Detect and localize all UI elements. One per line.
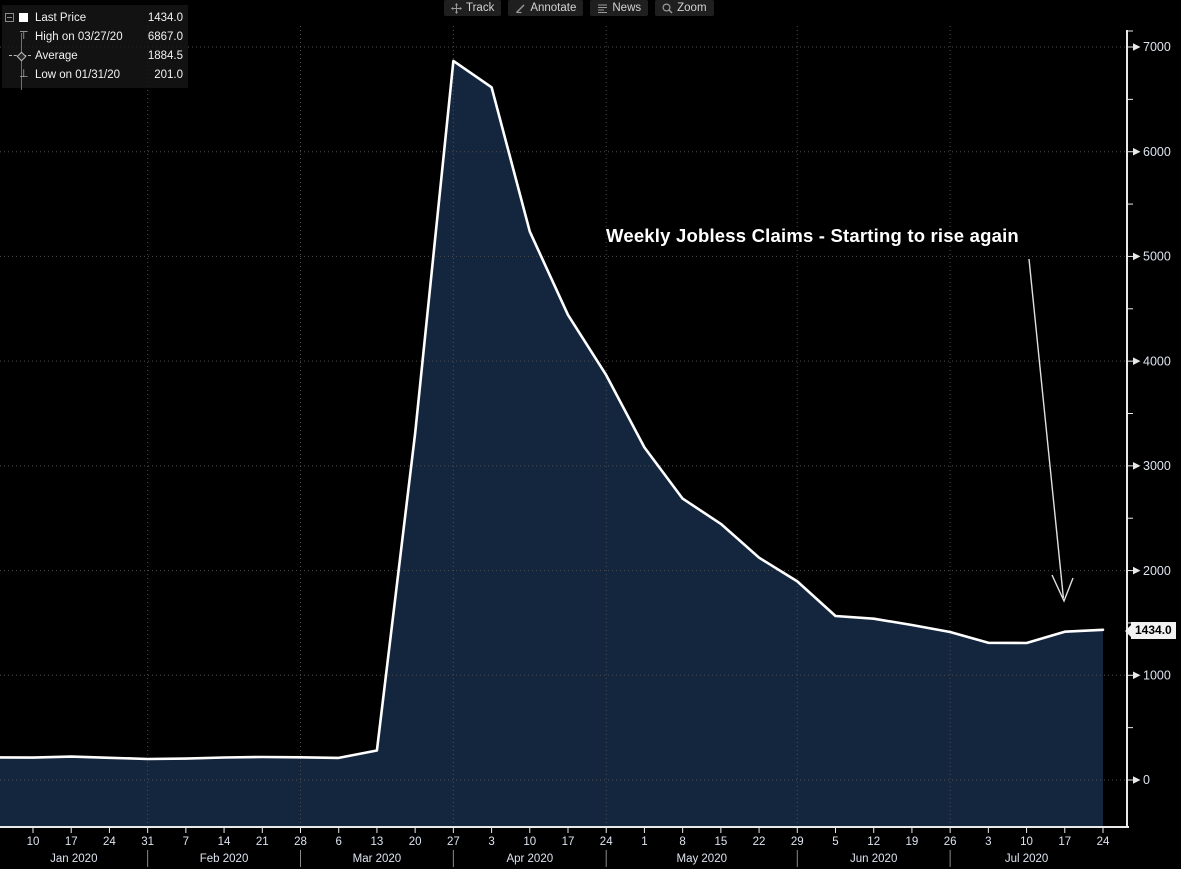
legend-collapse-icon[interactable] bbox=[5, 13, 14, 22]
legend-label: Low on 01/31/20 bbox=[35, 68, 121, 81]
x-axis-month-label: Apr 2020 bbox=[506, 853, 553, 865]
x-axis-month-label: Jun 2020 bbox=[850, 853, 897, 865]
area-fill bbox=[0, 60, 1103, 827]
annotation-arrowhead bbox=[1051, 574, 1074, 603]
last-price-tag-value: 1434.0 bbox=[1135, 623, 1172, 637]
low-marker-icon: ⊥ bbox=[19, 68, 29, 80]
y-axis-tick-arrow bbox=[1133, 252, 1141, 261]
y-axis-tick-arrow bbox=[1133, 147, 1141, 156]
track-crosshair-icon bbox=[451, 2, 462, 14]
chart-toolbar: Track Annotate News Zoom bbox=[444, 0, 714, 16]
x-axis-day-label: 29 bbox=[791, 836, 804, 848]
x-axis-day-label: 24 bbox=[1097, 836, 1110, 848]
x-axis-day-label: 24 bbox=[103, 836, 116, 848]
x-axis-month-label: Jan 2020 bbox=[50, 853, 97, 865]
zoom-button[interactable]: Zoom bbox=[655, 0, 714, 16]
y-axis-tick-arrow bbox=[1133, 776, 1141, 784]
x-axis-day-label: 15 bbox=[714, 836, 727, 848]
legend-label: High on 03/27/20 bbox=[35, 30, 123, 43]
y-axis-label: 7000 bbox=[1143, 40, 1171, 54]
x-axis-month-label: Jul 2020 bbox=[1005, 853, 1048, 865]
x-axis-day-label: 21 bbox=[256, 836, 269, 848]
y-axis-tick-arrow bbox=[1133, 671, 1141, 680]
news-lines-icon bbox=[597, 3, 608, 14]
annotate-pencil-icon bbox=[515, 3, 526, 14]
y-axis-label: 3000 bbox=[1143, 459, 1171, 473]
track-button[interactable]: Track bbox=[444, 0, 502, 16]
x-axis-day-label: 10 bbox=[27, 836, 40, 848]
y-axis-tick-arrow bbox=[1133, 462, 1141, 470]
legend-value: 6867.0 bbox=[147, 30, 183, 43]
chart-legend: Last Price 1434.0 ⊤ High on 03/27/20 686… bbox=[2, 5, 188, 90]
legend-label: Last Price bbox=[35, 11, 87, 24]
y-axis-label: 6000 bbox=[1143, 145, 1171, 159]
y-axis-label: 1000 bbox=[1143, 668, 1171, 682]
price-line bbox=[0, 59, 1105, 761]
x-axis-day-label: 6 bbox=[336, 836, 342, 848]
x-axis-day-label: 24 bbox=[600, 836, 613, 848]
high-low-range-bar bbox=[21, 33, 22, 90]
x-axis-day-label: 13 bbox=[371, 836, 384, 848]
annotate-button-label: Annotate bbox=[530, 2, 577, 14]
x-axis-day-label: 1 bbox=[641, 836, 647, 848]
legend-value: 1434.0 bbox=[147, 11, 183, 24]
zoom-button-label: Zoom bbox=[677, 2, 707, 14]
news-button[interactable]: News bbox=[590, 0, 649, 16]
x-axis-day-label: 7 bbox=[183, 836, 189, 848]
x-axis-day-label: 20 bbox=[409, 836, 422, 848]
chart-annotation-text: Weekly Jobless Claims - Starting to rise… bbox=[606, 225, 1019, 246]
x-axis-day-label: 22 bbox=[753, 836, 766, 848]
x-axis-month-label: Mar 2020 bbox=[353, 853, 402, 865]
zoom-magnifier-icon bbox=[662, 2, 673, 14]
x-axis-day-label: 17 bbox=[562, 836, 575, 848]
last-price-swatch bbox=[19, 13, 28, 22]
x-axis-month-label: Feb 2020 bbox=[200, 853, 249, 865]
legend-value: 1884.5 bbox=[147, 49, 183, 62]
legend-row-average[interactable]: Average 1884.5 bbox=[5, 46, 183, 65]
x-axis-day-label: 12 bbox=[867, 836, 880, 848]
average-marker-icon bbox=[9, 55, 31, 56]
x-axis-day-label: 31 bbox=[141, 836, 154, 848]
legend-row-low[interactable]: ⊥ Low on 01/31/20 201.0 bbox=[5, 65, 183, 84]
annotate-button[interactable]: Annotate bbox=[508, 0, 584, 16]
track-button-label: Track bbox=[466, 2, 495, 14]
news-button-label: News bbox=[612, 2, 642, 14]
x-axis-day-label: 17 bbox=[1058, 836, 1071, 848]
x-axis-day-label: 14 bbox=[218, 836, 231, 848]
x-axis-day-label: 5 bbox=[832, 836, 838, 848]
x-axis-day-label: 28 bbox=[294, 836, 307, 848]
y-axis-tick-arrow bbox=[1133, 566, 1141, 575]
x-axis-day-label: 17 bbox=[65, 836, 78, 848]
x-axis-day-label: 26 bbox=[944, 836, 957, 848]
y-axis-label: 2000 bbox=[1143, 564, 1171, 578]
legend-value: 201.0 bbox=[154, 68, 183, 81]
high-marker-icon: ⊤ bbox=[19, 30, 29, 42]
annotation-arrow-line bbox=[1028, 258, 1065, 599]
x-axis-day-label: 3 bbox=[985, 836, 991, 848]
y-axis-label: 0 bbox=[1143, 773, 1150, 787]
legend-row-last-price[interactable]: Last Price 1434.0 bbox=[5, 8, 183, 27]
y-axis-label: 4000 bbox=[1143, 354, 1171, 368]
y-axis-tick-arrow bbox=[1133, 357, 1141, 365]
legend-row-high[interactable]: ⊤ High on 03/27/20 6867.0 bbox=[5, 27, 183, 46]
last-price-tag: 1434.0 bbox=[1125, 622, 1176, 639]
y-axis-label: 5000 bbox=[1143, 250, 1171, 264]
x-axis-day-label: 19 bbox=[906, 836, 919, 848]
y-axis-tick-arrow bbox=[1133, 43, 1141, 51]
x-axis-day-label: 10 bbox=[1020, 836, 1033, 848]
x-axis-month-label: May 2020 bbox=[676, 853, 727, 865]
x-axis-day-label: 3 bbox=[488, 836, 494, 848]
legend-label: Average bbox=[35, 49, 78, 62]
x-axis-day-label: 10 bbox=[523, 836, 536, 848]
x-axis-day-label: 8 bbox=[679, 836, 685, 848]
x-axis-day-label: 27 bbox=[447, 836, 460, 848]
